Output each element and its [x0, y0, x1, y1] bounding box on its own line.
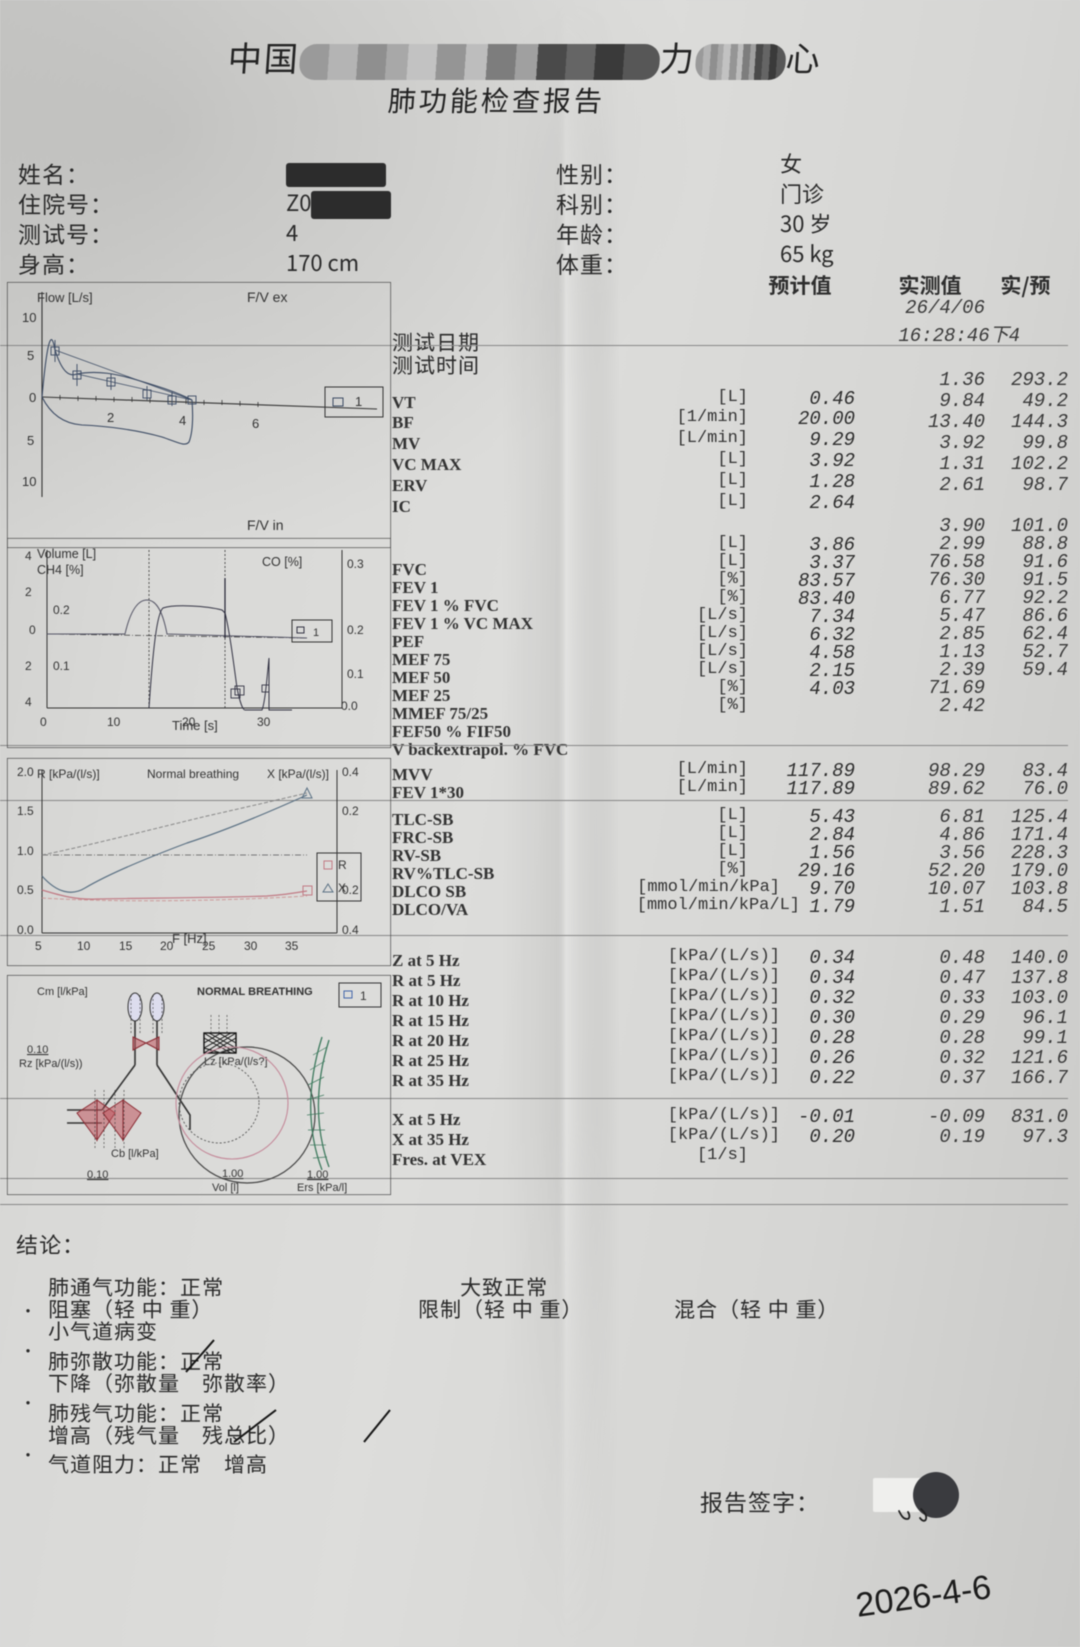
svg-text:10: 10 [77, 939, 91, 953]
svg-text:5: 5 [35, 939, 42, 953]
svg-text:0.0: 0.0 [17, 923, 34, 937]
svg-text:10: 10 [107, 715, 121, 729]
svg-text:4: 4 [25, 549, 32, 563]
svg-text:0: 0 [29, 623, 36, 637]
svg-text:2026-4-6: 2026-4-6 [855, 1568, 993, 1625]
svg-text:25: 25 [202, 939, 216, 953]
svg-text:0.4: 0.4 [342, 765, 359, 779]
svg-text:1: 1 [313, 627, 319, 639]
svg-text:5: 5 [27, 348, 34, 363]
svg-text:X: X [338, 881, 346, 895]
svg-text:0: 0 [29, 390, 36, 405]
svg-text:Cb [l/kPa]: Cb [l/kPa] [111, 1148, 159, 1160]
svg-text:0.2: 0.2 [347, 623, 364, 637]
svg-text:CO [%]: CO [%] [262, 555, 302, 569]
svg-text:30: 30 [244, 939, 258, 953]
svg-text:Ers [kPa/l]: Ers [kPa/l] [297, 1182, 347, 1194]
svg-text:0.1: 0.1 [347, 667, 364, 681]
svg-text:0.0: 0.0 [341, 699, 358, 713]
svg-text:4: 4 [25, 695, 32, 709]
svg-text:2.0: 2.0 [17, 765, 34, 779]
svg-text:0.2: 0.2 [53, 603, 70, 617]
svg-text:0.10: 0.10 [27, 1044, 48, 1056]
svg-text:1.0: 1.0 [17, 844, 34, 858]
svg-text:0.4: 0.4 [342, 923, 359, 937]
svg-text:6: 6 [252, 416, 259, 431]
svg-text:35: 35 [285, 939, 299, 953]
svg-text:F/V ex: F/V ex [247, 289, 287, 305]
svg-text:Flow [L/s]: Flow [L/s] [37, 290, 93, 305]
svg-text:1.00: 1.00 [222, 1168, 243, 1180]
svg-text:1.00: 1.00 [307, 1169, 328, 1181]
svg-text:X [kPa/(l/s)]: X [kPa/(l/s)] [267, 767, 329, 781]
svg-text:0.1: 0.1 [53, 659, 70, 673]
svg-text:0.2: 0.2 [342, 804, 359, 818]
svg-text:1: 1 [360, 989, 367, 1003]
svg-text:0: 0 [40, 715, 47, 729]
svg-text:2: 2 [25, 659, 32, 673]
svg-text:F/V in: F/V in [247, 517, 284, 533]
svg-text:10: 10 [22, 474, 36, 489]
svg-text:R: R [338, 858, 347, 872]
svg-text:2: 2 [107, 410, 114, 425]
svg-text:20: 20 [182, 715, 196, 729]
svg-text:5: 5 [27, 433, 34, 448]
svg-text:0.5: 0.5 [17, 883, 34, 897]
svg-text:10: 10 [22, 310, 36, 325]
svg-text:15: 15 [119, 939, 133, 953]
svg-text:1: 1 [355, 394, 362, 409]
svg-text:4: 4 [179, 413, 186, 428]
svg-text:30: 30 [257, 715, 271, 729]
svg-text:Normal breathing: Normal breathing [147, 767, 239, 781]
svg-text:Vol [l]: Vol [l] [212, 1182, 239, 1194]
svg-text:NORMAL BREATHING: NORMAL BREATHING [197, 986, 313, 998]
svg-text:Rz [kPa/(l/s)): Rz [kPa/(l/s)) [19, 1058, 83, 1070]
svg-text:1.5: 1.5 [17, 804, 34, 818]
svg-text:20: 20 [160, 939, 174, 953]
svg-text:0.3: 0.3 [347, 557, 364, 571]
svg-text:2: 2 [25, 585, 32, 599]
svg-text:CH4 [%]: CH4 [%] [37, 563, 84, 577]
svg-text:0.10: 0.10 [87, 1169, 108, 1181]
svg-text:R [kPa/(l/s)]: R [kPa/(l/s)] [37, 767, 100, 781]
svg-text:Cm [l/kPa]: Cm [l/kPa] [37, 986, 88, 998]
svg-text:Volume [L]: Volume [L] [37, 547, 96, 561]
